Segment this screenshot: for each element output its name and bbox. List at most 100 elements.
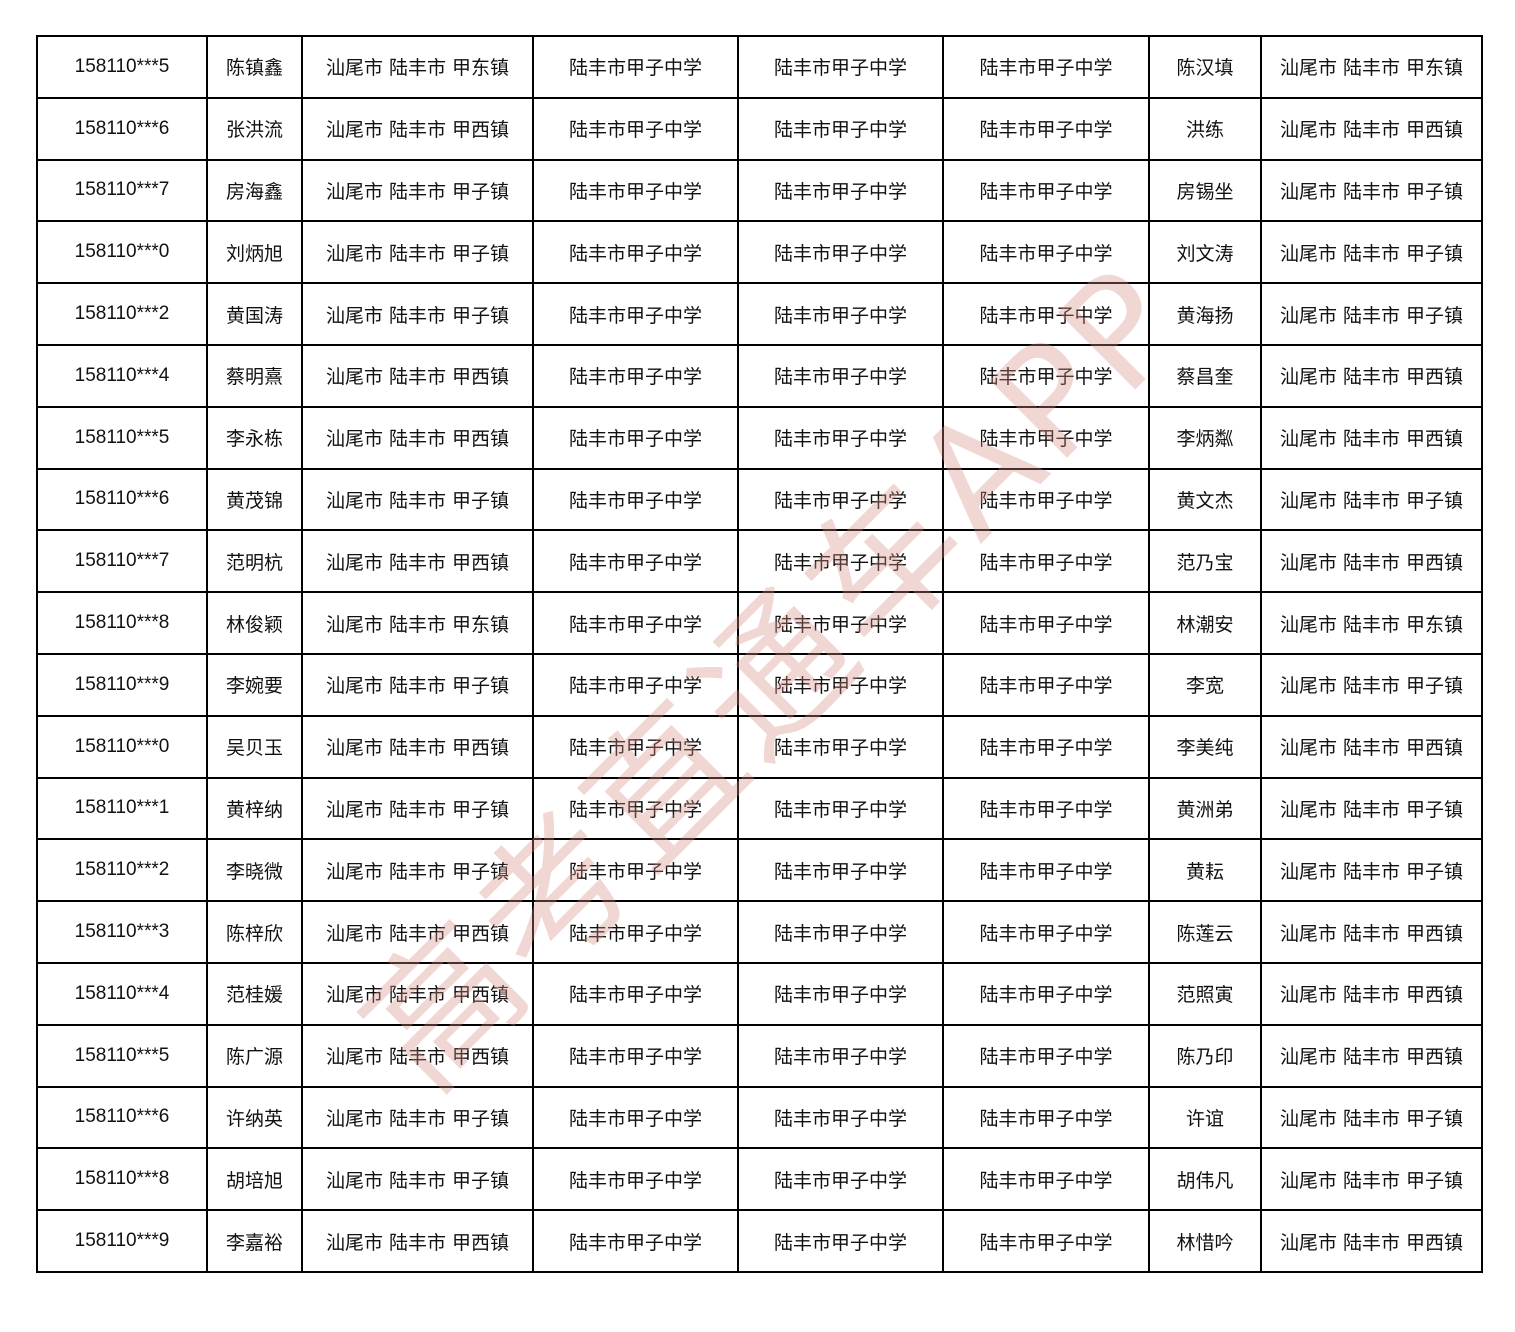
id-cell: 158110***7 [36,529,208,594]
address-cell: 汕尾市 陆丰市 甲子镇 [1260,652,1483,717]
parent-name-cell: 林潮安 [1148,591,1262,655]
school-cell: 陆丰市甲子中学 [737,158,944,223]
school-cell: 陆丰市甲子中学 [532,591,739,655]
parent-name-cell: 许谊 [1148,1085,1262,1150]
parent-name-cell: 范乃宝 [1148,529,1262,594]
address-cell: 汕尾市 陆丰市 甲西镇 [301,900,534,964]
school-cell: 陆丰市甲子中学 [532,1023,739,1088]
school-cell: 陆丰市甲子中学 [737,776,944,841]
student-name-cell: 陈广源 [206,1023,303,1088]
student-name-cell: 林俊颖 [206,591,303,655]
id-cell: 158110***6 [36,1085,208,1150]
school-cell: 陆丰市甲子中学 [532,900,739,964]
table-row: 158110***7 房海鑫 汕尾市 陆丰市 甲子镇 陆丰市甲子中学 陆丰市甲子中学 陆丰… [36,158,1483,223]
school-cell: 陆丰市甲子中学 [942,158,1150,223]
school-cell: 陆丰市甲子中学 [737,96,944,161]
address-cell: 汕尾市 陆丰市 甲子镇 [301,776,534,841]
table-row: 158110***4 范桂媛 汕尾市 陆丰市 甲西镇 陆丰市甲子中学 陆丰市甲子中学 陆丰… [36,961,1483,1026]
school-cell: 陆丰市甲子中学 [532,343,739,408]
student-name-cell: 陈镇鑫 [206,35,303,99]
address-cell: 汕尾市 陆丰市 甲子镇 [1260,158,1483,223]
address-cell: 汕尾市 陆丰市 甲子镇 [1260,1147,1483,1212]
table-row: 158110***0 吴贝玉 汕尾市 陆丰市 甲西镇 陆丰市甲子中学 陆丰市甲子中学 陆丰… [36,714,1483,779]
school-cell: 陆丰市甲子中学 [532,35,739,99]
school-cell: 陆丰市甲子中学 [942,343,1150,408]
school-cell: 陆丰市甲子中学 [942,1147,1150,1212]
school-cell: 陆丰市甲子中学 [942,35,1150,99]
address-cell: 汕尾市 陆丰市 甲子镇 [301,282,534,346]
student-name-cell: 范桂媛 [206,961,303,1026]
school-cell: 陆丰市甲子中学 [942,405,1150,470]
school-cell: 陆丰市甲子中学 [532,1147,739,1212]
parent-name-cell: 胡伟凡 [1148,1147,1262,1212]
address-cell: 汕尾市 陆丰市 甲西镇 [1260,343,1483,408]
address-cell: 汕尾市 陆丰市 甲子镇 [1260,838,1483,903]
address-cell: 汕尾市 陆丰市 甲东镇 [1260,591,1483,655]
id-cell: 158110***3 [36,900,208,964]
address-cell: 汕尾市 陆丰市 甲东镇 [1260,35,1483,99]
parent-name-cell: 陈汉填 [1148,35,1262,99]
address-cell: 汕尾市 陆丰市 甲子镇 [301,467,534,532]
id-cell: 158110***8 [36,1147,208,1212]
school-cell: 陆丰市甲子中学 [532,652,739,717]
id-cell: 158110***5 [36,35,208,99]
parent-name-cell: 李宽 [1148,652,1262,717]
address-cell: 汕尾市 陆丰市 甲西镇 [301,343,534,408]
student-name-cell: 李嘉裕 [206,1209,303,1273]
parent-name-cell: 黄文杰 [1148,467,1262,532]
parent-name-cell: 陈莲云 [1148,900,1262,964]
school-cell: 陆丰市甲子中学 [737,838,944,903]
student-name-cell: 张洪流 [206,96,303,161]
student-name-cell: 陈梓欣 [206,900,303,964]
school-cell: 陆丰市甲子中学 [942,529,1150,594]
table-row: 158110***6 许纳英 汕尾市 陆丰市 甲子镇 陆丰市甲子中学 陆丰市甲子中学 陆丰… [36,1085,1483,1150]
student-name-cell: 李永栋 [206,405,303,470]
table-row: 158110***3 陈梓欣 汕尾市 陆丰市 甲西镇 陆丰市甲子中学 陆丰市甲子中学 陆丰… [36,900,1483,964]
table-row: 158110***6 黄茂锦 汕尾市 陆丰市 甲子镇 陆丰市甲子中学 陆丰市甲子中学 陆丰… [36,467,1483,532]
school-cell: 陆丰市甲子中学 [737,714,944,779]
address-cell: 汕尾市 陆丰市 甲西镇 [301,1209,534,1273]
address-cell: 汕尾市 陆丰市 甲子镇 [301,838,534,903]
address-cell: 汕尾市 陆丰市 甲西镇 [301,1023,534,1088]
student-name-cell: 胡培旭 [206,1147,303,1212]
school-cell: 陆丰市甲子中学 [532,838,739,903]
student-name-cell: 黄茂锦 [206,467,303,532]
id-cell: 158110***0 [36,714,208,779]
school-cell: 陆丰市甲子中学 [532,96,739,161]
table-row: 158110***1 黄梓纳 汕尾市 陆丰市 甲子镇 陆丰市甲子中学 陆丰市甲子中学 陆丰… [36,776,1483,841]
school-cell: 陆丰市甲子中学 [532,1085,739,1150]
address-cell: 汕尾市 陆丰市 甲西镇 [301,405,534,470]
id-cell: 158110***1 [36,776,208,841]
table-row: 158110***8 林俊颖 汕尾市 陆丰市 甲东镇 陆丰市甲子中学 陆丰市甲子中学 陆丰… [36,591,1483,655]
table-row: 158110***9 李嘉裕 汕尾市 陆丰市 甲西镇 陆丰市甲子中学 陆丰市甲子中学 陆丰… [36,1209,1483,1273]
parent-name-cell: 黄洲弟 [1148,776,1262,841]
school-cell: 陆丰市甲子中学 [942,96,1150,161]
address-cell: 汕尾市 陆丰市 甲东镇 [301,35,534,99]
address-cell: 汕尾市 陆丰市 甲西镇 [301,96,534,161]
address-cell: 汕尾市 陆丰市 甲西镇 [301,529,534,594]
id-cell: 158110***2 [36,838,208,903]
school-cell: 陆丰市甲子中学 [532,282,739,346]
address-cell: 汕尾市 陆丰市 甲西镇 [301,714,534,779]
parent-name-cell: 李美纯 [1148,714,1262,779]
id-cell: 158110***8 [36,591,208,655]
school-cell: 陆丰市甲子中学 [942,652,1150,717]
address-cell: 汕尾市 陆丰市 甲子镇 [301,220,534,285]
parent-name-cell: 黄海扬 [1148,282,1262,346]
address-cell: 汕尾市 陆丰市 甲西镇 [1260,96,1483,161]
address-cell: 汕尾市 陆丰市 甲子镇 [301,158,534,223]
school-cell: 陆丰市甲子中学 [532,405,739,470]
id-cell: 158110***4 [36,961,208,1026]
school-cell: 陆丰市甲子中学 [737,1147,944,1212]
address-cell: 汕尾市 陆丰市 甲子镇 [1260,220,1483,285]
school-cell: 陆丰市甲子中学 [942,838,1150,903]
address-cell: 汕尾市 陆丰市 甲子镇 [301,1147,534,1212]
id-cell: 158110***0 [36,220,208,285]
school-cell: 陆丰市甲子中学 [532,1209,739,1273]
parent-name-cell: 陈乃印 [1148,1023,1262,1088]
address-cell: 汕尾市 陆丰市 甲西镇 [1260,1209,1483,1273]
parent-name-cell: 洪练 [1148,96,1262,161]
id-cell: 158110***9 [36,652,208,717]
school-cell: 陆丰市甲子中学 [737,405,944,470]
id-cell: 158110***4 [36,343,208,408]
